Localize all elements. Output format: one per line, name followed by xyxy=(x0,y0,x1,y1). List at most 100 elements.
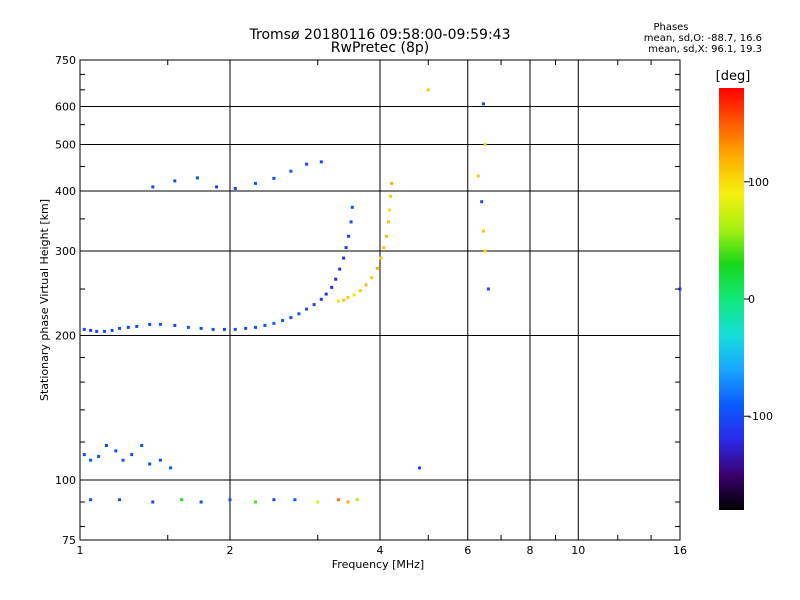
y-tick-label: 75 xyxy=(62,534,76,547)
colorbar-tick-label: 100 xyxy=(748,176,769,189)
data-point xyxy=(158,458,162,462)
data-point xyxy=(95,329,99,333)
data-point xyxy=(389,194,393,198)
data-point xyxy=(263,323,267,327)
data-point xyxy=(169,466,173,470)
data-point xyxy=(195,176,199,180)
data-point xyxy=(293,498,297,502)
data-point xyxy=(272,321,276,325)
data-point xyxy=(346,296,350,299)
data-point xyxy=(324,292,328,296)
data-point xyxy=(199,500,203,504)
data-point xyxy=(148,462,152,466)
data-point xyxy=(358,289,362,293)
x-tick-label: 2 xyxy=(227,544,234,557)
data-point xyxy=(89,498,93,502)
chart-title: Tromsø 20180116 09:58:00-09:59:43 xyxy=(249,27,511,43)
data-point xyxy=(158,322,162,326)
data-point xyxy=(151,500,155,504)
data-point xyxy=(336,498,340,502)
data-point xyxy=(387,220,390,224)
data-point xyxy=(228,498,232,502)
data-point xyxy=(272,176,276,180)
data-point xyxy=(254,181,257,185)
x-tick-label: 16 xyxy=(673,544,687,557)
colorbar-gradient xyxy=(719,88,744,510)
stats-heading: Phases xyxy=(653,22,689,33)
data-point xyxy=(223,327,226,331)
data-point xyxy=(347,234,351,238)
data-point xyxy=(305,307,309,311)
data-point xyxy=(316,500,320,504)
y-tick-label: 200 xyxy=(55,330,76,343)
data-point xyxy=(418,466,421,470)
data-point xyxy=(483,143,487,146)
y-tick-label: 750 xyxy=(55,54,76,67)
data-point xyxy=(89,328,93,332)
data-point xyxy=(254,500,257,504)
data-point xyxy=(114,449,118,453)
data-point xyxy=(344,246,348,250)
data-point xyxy=(483,249,487,253)
data-point xyxy=(426,88,430,92)
x-axis-ticks: 1 2 4 6 8 10 16 xyxy=(77,60,687,557)
data-point xyxy=(481,102,485,106)
data-point xyxy=(312,303,316,307)
data-point xyxy=(82,327,86,331)
data-point xyxy=(135,324,139,328)
y-axis-ticks: 75 100 200 300 400 500 600 750 xyxy=(55,54,680,547)
data-point xyxy=(151,185,155,189)
data-point xyxy=(199,326,203,330)
x-axis-label: Frequency [MHz] xyxy=(332,558,424,571)
data-point xyxy=(384,234,388,238)
y-tick-label: 100 xyxy=(55,474,76,487)
data-point xyxy=(382,246,386,250)
data-point xyxy=(272,498,276,502)
data-point xyxy=(215,185,219,189)
data-point xyxy=(355,498,359,502)
data-point xyxy=(379,256,383,260)
data-point xyxy=(364,283,368,287)
data-point xyxy=(289,316,293,320)
data-point xyxy=(486,287,490,291)
data-point xyxy=(481,229,485,233)
data-point xyxy=(82,453,86,457)
y-tick-label: 400 xyxy=(55,185,76,198)
data-point xyxy=(338,267,342,271)
data-point xyxy=(305,162,309,166)
data-point xyxy=(352,293,356,297)
data-point xyxy=(180,498,184,502)
stats-o-mode: mean, sd,O: -88.7, 16.6 xyxy=(643,33,762,44)
data-point xyxy=(211,327,215,331)
y-tick-label: 300 xyxy=(55,245,76,258)
data-point xyxy=(289,169,293,173)
data-point xyxy=(388,208,391,212)
data-point xyxy=(330,285,334,289)
x-tick-label: 6 xyxy=(464,544,471,557)
chart-subtitle: RwPretec (8p) xyxy=(330,40,430,56)
data-point xyxy=(89,458,93,462)
data-point xyxy=(319,160,323,164)
data-point xyxy=(97,454,101,458)
colorbar-ticks: 100 0 -100 xyxy=(744,176,773,423)
data-point xyxy=(104,444,108,447)
data-point xyxy=(233,187,237,190)
data-point xyxy=(319,297,323,301)
data-point xyxy=(118,326,121,330)
data-point xyxy=(370,276,374,280)
colorbar-label: [deg] xyxy=(716,69,751,84)
colorbar-tick-label: -100 xyxy=(748,410,773,423)
data-point xyxy=(342,256,346,260)
x-tick-label: 1 xyxy=(77,544,84,557)
data-point xyxy=(233,327,237,331)
y-axis-label: Stationary phase Virtual Height [km] xyxy=(38,199,51,401)
data-point xyxy=(254,325,257,329)
stats-x-mode: mean, sd,X: 96.1, 19.3 xyxy=(648,44,762,55)
data-point xyxy=(334,277,338,281)
data-point xyxy=(140,444,144,447)
data-point xyxy=(173,323,177,327)
data-point xyxy=(186,325,190,329)
data-point xyxy=(148,322,152,326)
colorbar-tick-label: 0 xyxy=(748,293,755,306)
